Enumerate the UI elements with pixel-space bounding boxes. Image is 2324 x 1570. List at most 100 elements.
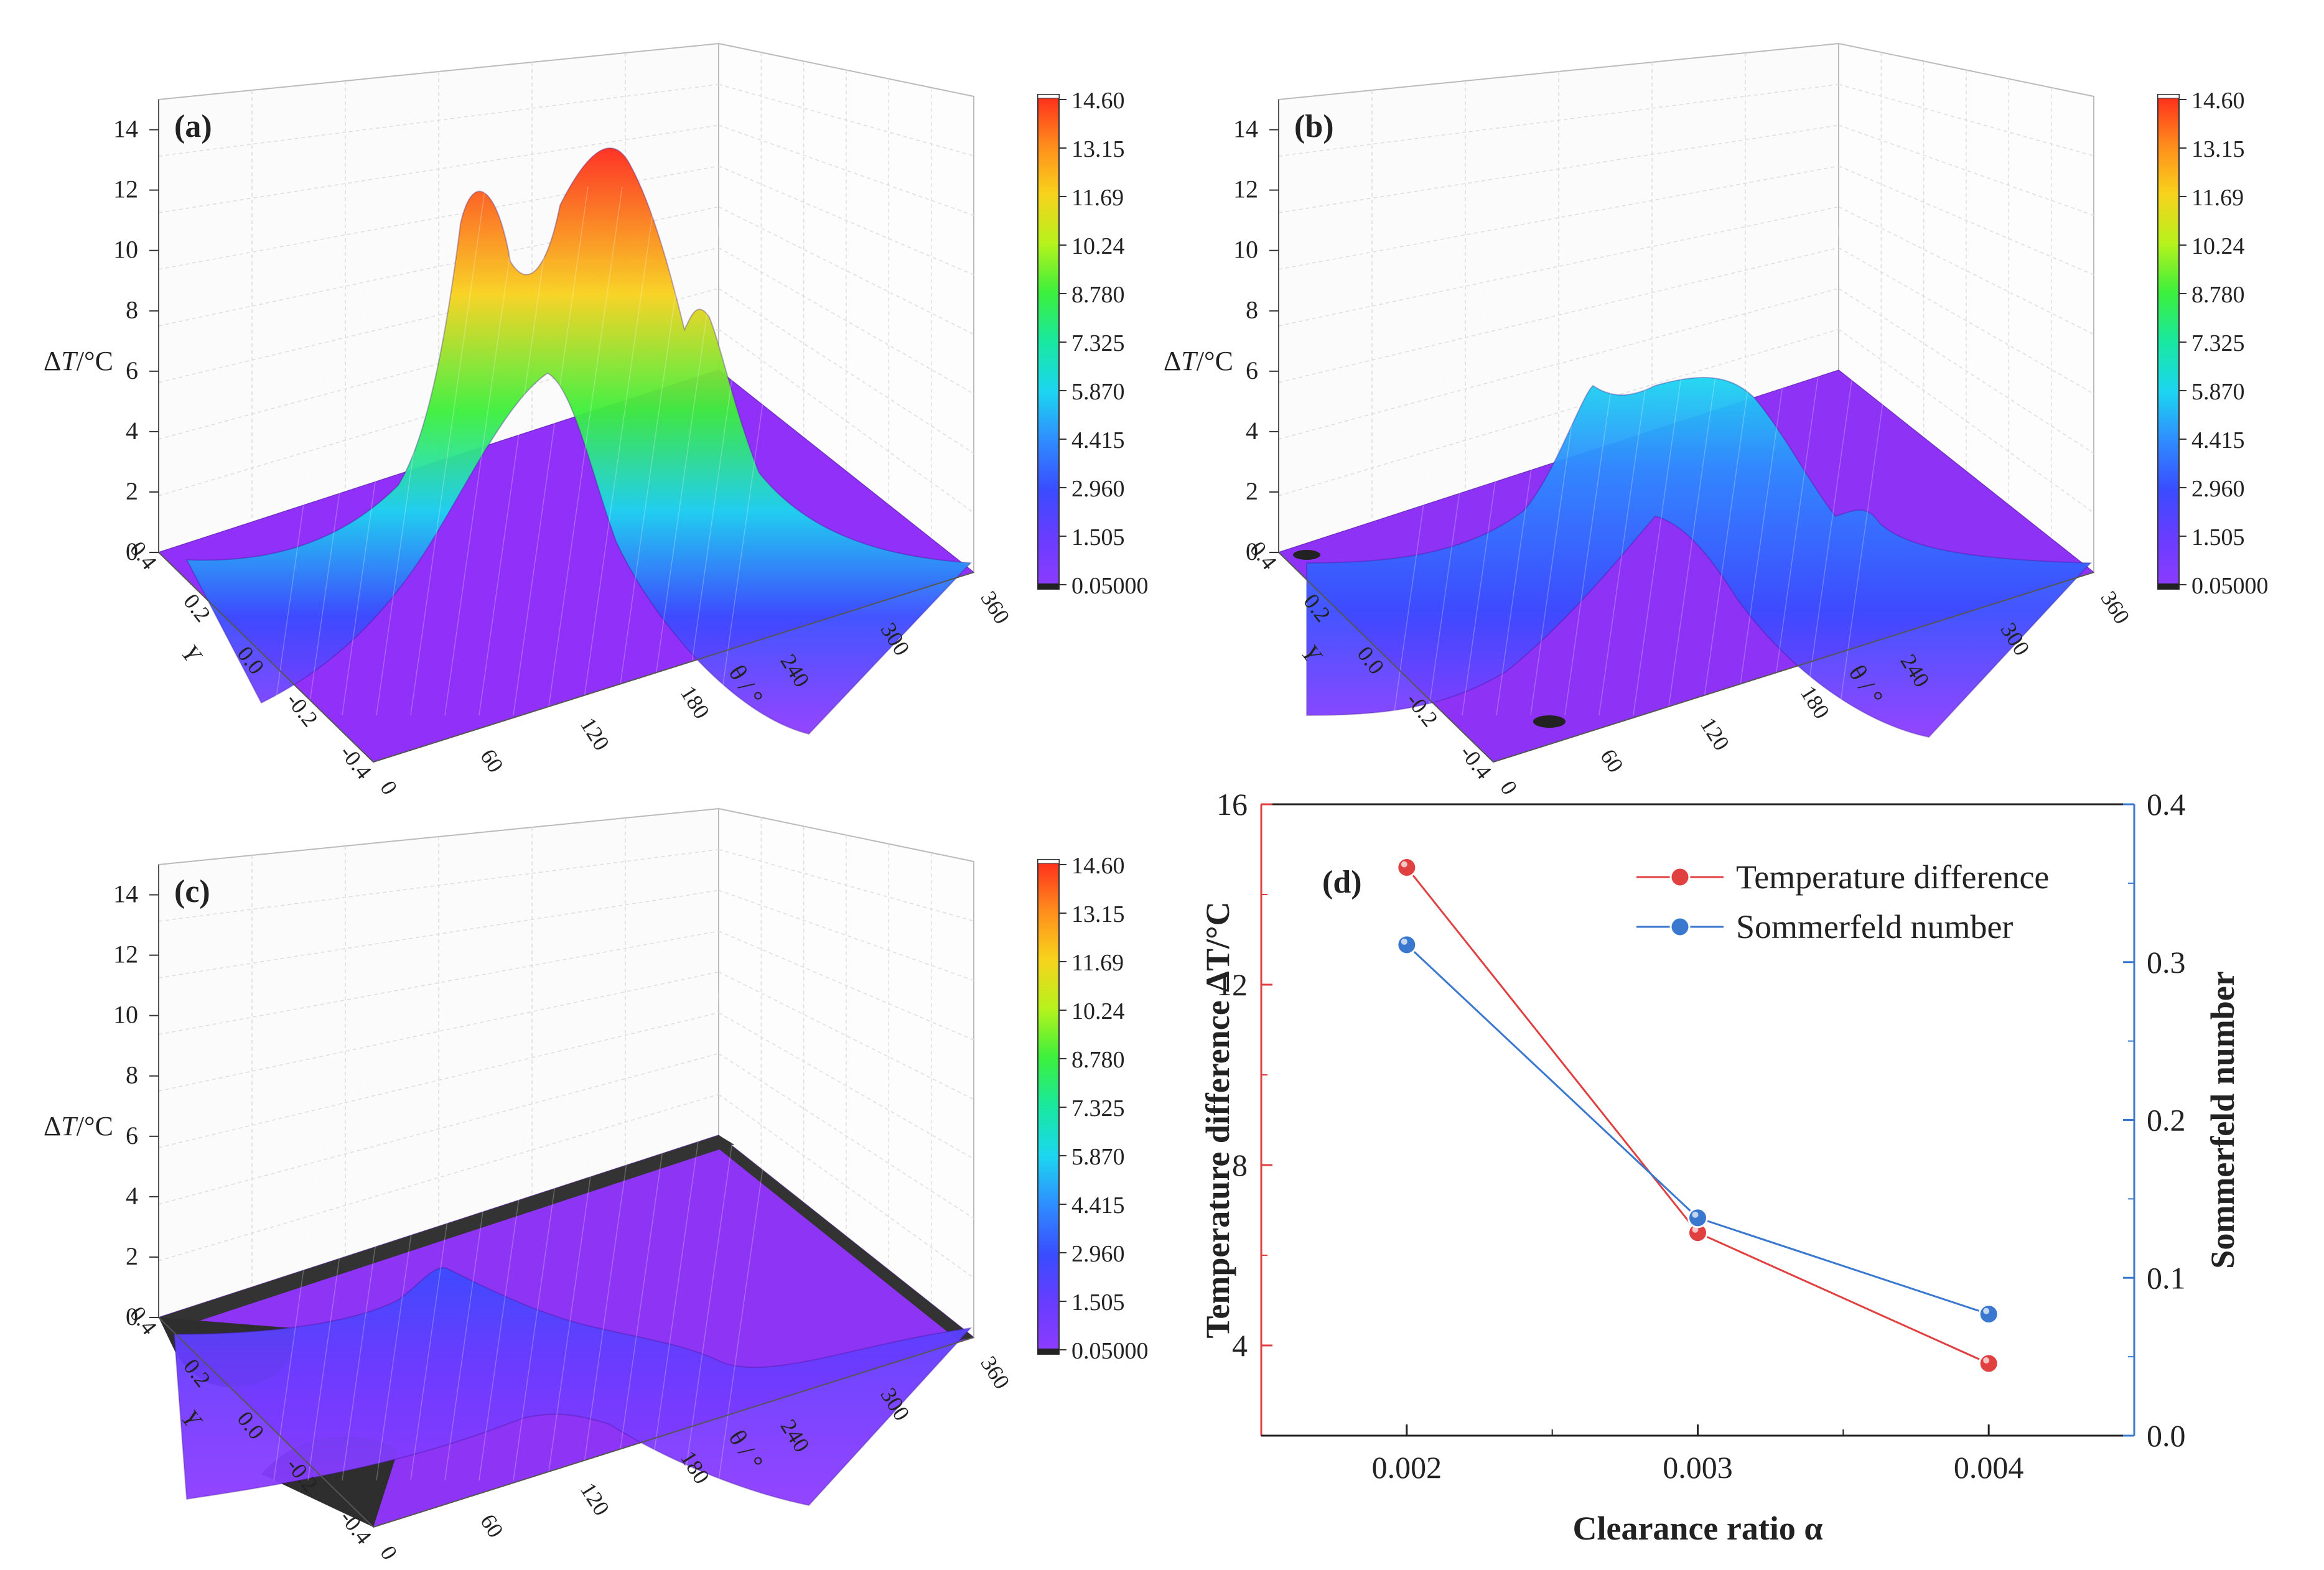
legend-label: Sommerfeld number: [1736, 908, 2013, 945]
z-tick-label: 14: [113, 115, 138, 143]
surface-panel: 02468101214ΔT/°C0.40.20.0-0.2-0.4Y060120…: [1164, 42, 2269, 799]
mesh-line: [478, 186, 554, 716]
mesh-line: [1496, 186, 1572, 716]
colorbar-tick-label: 2.960: [1071, 476, 1125, 502]
z-tick-label: 14: [113, 880, 138, 908]
colorbar: [1037, 94, 1060, 590]
mesh-line: [273, 186, 349, 716]
x-tick-label: 0.003: [1663, 1450, 1733, 1485]
theta-tick-label: 180: [676, 682, 715, 723]
grid-line: [1838, 165, 2094, 276]
legend-marker: [1669, 866, 1691, 888]
mesh-line: [1598, 186, 1674, 716]
z-tick-label: 6: [126, 1122, 138, 1150]
y-right-tick-label: 0.1: [2147, 1260, 2186, 1295]
colorbar-tick-label: 10.24: [1071, 998, 1125, 1024]
theta-axis-line: [373, 1337, 974, 1528]
mesh-line: [684, 951, 760, 1481]
mesh-line: [1701, 186, 1777, 716]
mesh-line: [478, 951, 554, 1481]
x-axis-label: Clearance ratio α: [1573, 1510, 1823, 1547]
theta-axis-line: [373, 572, 974, 763]
data-point: [1396, 934, 1417, 955]
z-tick-label: 8: [126, 1061, 138, 1089]
z-tick-label: 6: [126, 356, 138, 384]
theta-tick-label: 120: [576, 1478, 615, 1520]
colorbar-tick-label: 11.69: [1071, 185, 1124, 211]
grid-line: [718, 931, 974, 1041]
mesh-line: [444, 186, 520, 716]
mesh-line: [547, 186, 623, 716]
panel-label: (c): [174, 874, 210, 909]
colorbar-overflow: [1037, 859, 1060, 864]
z-tick-label: 12: [1233, 175, 1258, 203]
y-tick-label: 4: [1232, 1328, 1248, 1363]
theta-tick-label: 360: [976, 1352, 1015, 1393]
data-point-highlight: [1401, 938, 1407, 945]
theta-tick-label: 360: [976, 587, 1015, 628]
z-tick-label: 8: [126, 296, 138, 324]
x-tick-label: 0.002: [1372, 1450, 1442, 1485]
y-axis-line: [158, 552, 374, 763]
mesh-line: [410, 186, 486, 716]
data-point: [1687, 1207, 1708, 1229]
colorbar-tick-label: 4.415: [1071, 1192, 1125, 1219]
surface-hump: [173, 1267, 973, 1507]
surface-hump: [185, 147, 973, 735]
panel-label: (d): [1322, 865, 1362, 900]
data-point-highlight: [1983, 1308, 1990, 1314]
mesh-line: [1462, 186, 1538, 716]
mesh-line: [1530, 186, 1606, 716]
z-axis-label: ΔT/°C: [1164, 346, 1233, 376]
x-tick-label: 0.004: [1954, 1450, 2024, 1485]
grid-line: [1838, 328, 2094, 513]
colorbar-underflow: [1038, 583, 1059, 589]
mesh-line: [581, 951, 657, 1481]
z-tick-label: 14: [1233, 115, 1258, 143]
y-right-axis-label: Sommerfeld number: [2204, 971, 2241, 1268]
theta-tick-label: 0: [1495, 776, 1522, 799]
theta-tick-label: 60: [1595, 745, 1628, 777]
mesh-line: [718, 186, 794, 716]
colorbar-tick-label: 14.60: [1071, 853, 1125, 879]
z-tick-label: 12: [113, 941, 138, 968]
mesh-line: [1427, 186, 1503, 716]
y-axis-label: Y: [176, 639, 208, 669]
z-tick-label: 0: [126, 1303, 138, 1331]
mesh-line: [1804, 186, 1880, 716]
mesh-line: [513, 951, 589, 1481]
colorbar-tick-label: 1.505: [2191, 524, 2245, 550]
theta-axis-line: [1493, 572, 2094, 763]
colorbar-tick-label: 7.325: [1071, 330, 1125, 356]
mesh-line: [684, 186, 760, 716]
data-point: [1396, 857, 1417, 878]
surface-panel: 02468101214ΔT/°C0.40.20.0-0.2-0.4Y060120…: [44, 807, 1149, 1564]
mesh-line: [581, 186, 657, 716]
y-right-tick-label: 0.4: [2147, 787, 2186, 822]
z-tick-label: 0: [126, 537, 138, 565]
colorbar-overflow: [1037, 94, 1060, 99]
surface-hump: [1306, 376, 2093, 738]
z-tick-label: 2: [1246, 477, 1258, 505]
colorbar-overflow: [2157, 94, 2180, 99]
grid-line: [718, 1094, 974, 1278]
mesh-line: [273, 951, 349, 1481]
mesh-line: [1770, 186, 1846, 716]
theta-tick-label: 360: [2096, 587, 2135, 628]
y-tick-label: 12: [1216, 967, 1248, 1002]
colorbar: [1037, 859, 1060, 1355]
colorbar-tick-label: 8.780: [2191, 282, 2245, 308]
colorbar-tick-label: 7.325: [2191, 330, 2245, 356]
theta-tick-label: 60: [475, 1510, 508, 1542]
theta-tick-label: 120: [576, 713, 615, 755]
mesh-line: [444, 951, 520, 1481]
colorbar: [2157, 94, 2180, 590]
theta-tick-label: 0: [375, 1541, 402, 1564]
y-axis-line: [1278, 552, 1494, 763]
mesh-line: [1838, 186, 1914, 716]
colorbar-tick-label: 14.60: [1071, 88, 1125, 114]
colorbar-tick-label: 0.05000: [1071, 1338, 1149, 1364]
data-point-highlight: [1401, 861, 1407, 868]
theta-tick-label: 0: [375, 776, 402, 799]
grid-line: [718, 165, 974, 276]
